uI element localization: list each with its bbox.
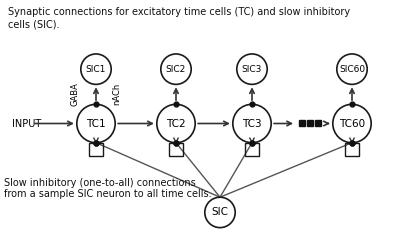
Ellipse shape <box>337 54 367 84</box>
Text: GABA: GABA <box>70 82 79 106</box>
Ellipse shape <box>81 54 111 84</box>
Ellipse shape <box>77 104 115 143</box>
Text: SIC: SIC <box>212 207 228 217</box>
Text: Synaptic connections for excitatory time cells (TC) and slow inhibitory
cells (S: Synaptic connections for excitatory time… <box>8 7 350 29</box>
Ellipse shape <box>237 54 267 84</box>
Text: SIC3: SIC3 <box>242 65 262 74</box>
Ellipse shape <box>205 197 235 228</box>
Text: Slow inhibitory (one-to-all) connections
from a sample SIC neuron to all time ce: Slow inhibitory (one-to-all) connections… <box>4 178 212 199</box>
Bar <box>89 143 103 156</box>
Ellipse shape <box>157 104 195 143</box>
Text: TC60: TC60 <box>339 119 365 128</box>
Ellipse shape <box>161 54 191 84</box>
Text: SIC1: SIC1 <box>86 65 106 74</box>
Bar <box>345 143 359 156</box>
Text: SIC2: SIC2 <box>166 65 186 74</box>
Text: TC1: TC1 <box>86 119 106 128</box>
Text: SIC60: SIC60 <box>339 65 365 74</box>
Text: TC3: TC3 <box>242 119 262 128</box>
Text: nACh: nACh <box>113 83 122 105</box>
Text: TC2: TC2 <box>166 119 186 128</box>
Bar <box>245 143 259 156</box>
Bar <box>169 143 183 156</box>
Text: INPUT: INPUT <box>12 119 41 128</box>
Ellipse shape <box>233 104 271 143</box>
Ellipse shape <box>333 104 371 143</box>
